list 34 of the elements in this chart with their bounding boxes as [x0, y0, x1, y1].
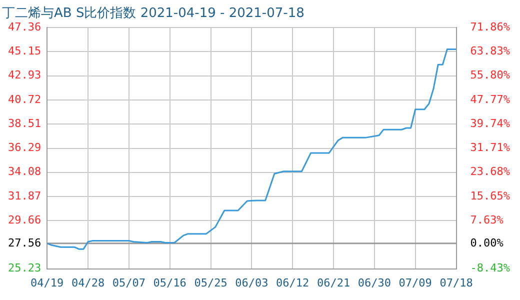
y2-tick-label: 71.86% — [470, 20, 510, 34]
y-tick-label: 45.15 — [8, 44, 42, 58]
x-tick-label: 06/12 — [276, 276, 310, 290]
y2-tick-label: 15.65% — [470, 189, 510, 202]
y2-tick-label: 0.00% — [470, 236, 504, 250]
x-tick-label: 07/18 — [440, 276, 473, 290]
y-tick-label: 42.93 — [8, 68, 42, 82]
y2-tick-label: 7.63% — [470, 213, 504, 226]
x-tick-label: 05/25 — [194, 276, 228, 290]
x-tick-label: 04/28 — [71, 276, 105, 290]
y-tick-label: 36.29 — [8, 141, 42, 154]
x-tick-label: 06/21 — [316, 276, 350, 290]
y-tick-label: 40.72 — [8, 92, 42, 106]
x-tick-label: 04/19 — [30, 276, 64, 290]
y2-tick-label: 63.83% — [470, 44, 510, 58]
y-tick-label: 38.51 — [8, 116, 42, 130]
y2-tick-label: 55.80% — [470, 68, 510, 82]
y-tick-label: 27.56 — [8, 236, 42, 250]
chart-title: 丁二烯与AB S比价指数 2021-04-19 - 2021-07-18 — [2, 6, 304, 22]
y-tick-label: 29.66 — [8, 213, 42, 226]
x-tick-label: 06/30 — [358, 276, 391, 290]
y2-tick-label: 31.71% — [470, 141, 510, 154]
x-tick-label: 07/09 — [398, 276, 432, 290]
y2-tick-label: 47.77% — [470, 92, 510, 106]
x-tick-label: 05/16 — [153, 276, 186, 290]
y2-tick-label: 39.74% — [470, 116, 510, 130]
y2-tick-label: 23.68% — [470, 165, 510, 178]
y-tick-label: 25.23 — [8, 262, 42, 275]
y-tick-label: 47.36 — [8, 20, 42, 34]
y-tick-label: 34.08 — [8, 165, 42, 178]
x-tick-label: 06/03 — [235, 276, 268, 290]
y2-tick-label: -8.43% — [470, 262, 510, 275]
x-tick-label: 05/07 — [112, 276, 146, 290]
y-tick-label: 31.87 — [8, 189, 42, 202]
